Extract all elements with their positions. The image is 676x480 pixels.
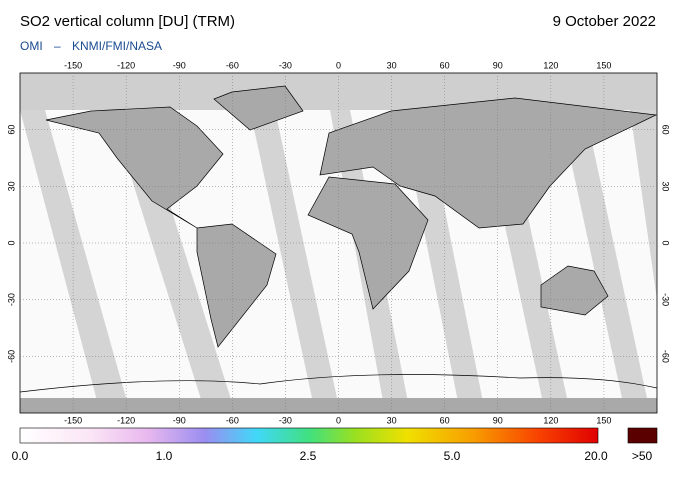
antarctica-coast (20, 374, 657, 393)
lon-tick-label-top: 150 (596, 60, 611, 70)
lat-tick-label-right: 30 (661, 181, 671, 191)
date: 9 October 2022 (553, 13, 656, 30)
lon-tick-label-bottom: 0 (336, 415, 341, 425)
lon-tick-label-top: -120 (117, 60, 135, 70)
land (45, 85, 657, 348)
colorbar (19, 427, 599, 444)
lon-tick-label-top: 90 (493, 60, 503, 70)
lon-tick-label-top: -60 (226, 60, 239, 70)
colorbar-label: 5.0 (444, 449, 461, 463)
lat-tick-label-right: -60 (661, 350, 671, 363)
lon-tick-label-bottom: 150 (596, 415, 611, 425)
lon-tick-label-bottom: -150 (64, 415, 82, 425)
lon-tick-label-top: -30 (279, 60, 292, 70)
colorbar-label: 20.0 (584, 449, 608, 463)
lat-tick-label-left: 60 (6, 125, 16, 135)
lat-tick-label-right: -30 (661, 293, 671, 306)
lon-tick-label-top: 60 (440, 60, 450, 70)
lon-tick-label-bottom: -30 (279, 415, 292, 425)
lat-tick-label-left: -60 (6, 350, 16, 363)
lat-tick-label-left: -30 (6, 293, 16, 306)
lat-tick-label-right: 60 (661, 125, 671, 135)
lat-tick-label-right: 0 (661, 240, 671, 245)
colorbar-label: 1.0 (156, 449, 173, 463)
colorbar-label: 2.5 (300, 449, 317, 463)
subtitle-left: OMI (20, 39, 43, 53)
colorbar-overflow (627, 427, 658, 444)
colorbar-overflow-label: >50 (632, 449, 653, 463)
lon-tick-label-bottom: 120 (543, 415, 558, 425)
lon-tick-label-bottom: 60 (440, 415, 450, 425)
lon-tick-label-top: 30 (387, 60, 397, 70)
lat-tick-label-left: 0 (6, 240, 16, 245)
lat-tick-label-left: 30 (6, 181, 16, 191)
title: SO2 vertical column [DU] (TRM) (20, 13, 235, 30)
lon-tick-label-bottom: -120 (117, 415, 135, 425)
lon-tick-label-top: 120 (543, 60, 558, 70)
lon-tick-label-bottom: 30 (387, 415, 397, 425)
subtitle-right: KNMI/FMI/NASA (72, 39, 162, 53)
lon-tick-label-top: 0 (336, 60, 341, 70)
lon-tick-label-bottom: -60 (226, 415, 239, 425)
lon-tick-label-top: -90 (173, 60, 186, 70)
lon-tick-label-bottom: 90 (493, 415, 503, 425)
colorbar-label: 0.0 (12, 449, 29, 463)
lon-tick-label-bottom: -90 (173, 415, 186, 425)
separator: – (54, 39, 61, 53)
lon-tick-label-top: -150 (64, 60, 82, 70)
